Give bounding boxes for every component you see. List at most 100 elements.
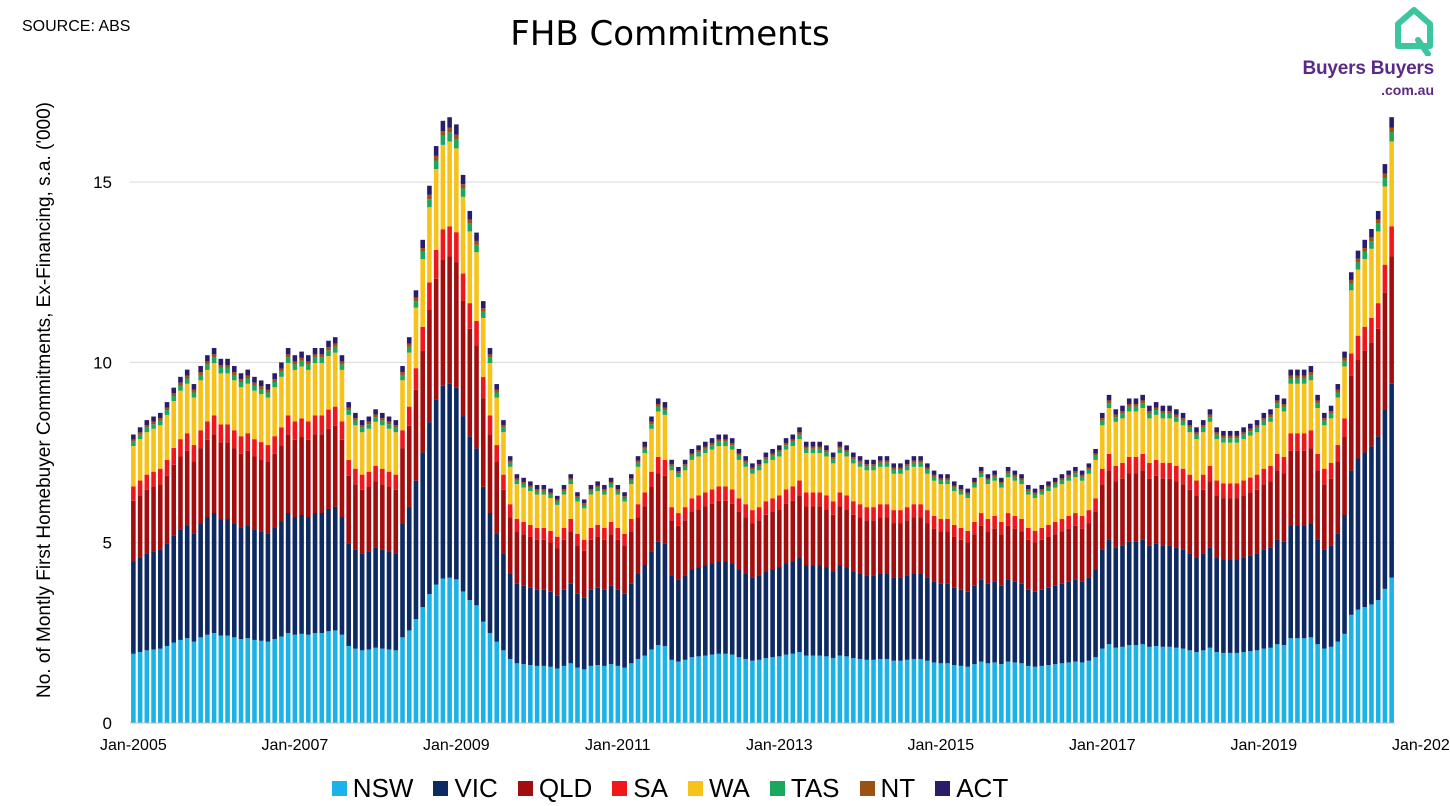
bar-segment-qld bbox=[1348, 375, 1354, 471]
bar-segment-sa bbox=[1160, 462, 1166, 479]
bar-segment-qld bbox=[1052, 534, 1058, 586]
bar-segment-qld bbox=[1194, 495, 1199, 558]
bar-segment-qld bbox=[790, 500, 796, 562]
bar-segment-tas bbox=[1093, 455, 1098, 460]
bar-segment-act bbox=[1288, 369, 1293, 376]
bar-segment-qld bbox=[904, 520, 910, 576]
bar-segment-nsw bbox=[824, 656, 829, 723]
bar-segment-act bbox=[1019, 474, 1024, 479]
bar-segment-sa bbox=[285, 415, 291, 435]
bar-segment-wa bbox=[474, 252, 479, 321]
bar-segment-nt bbox=[629, 478, 634, 481]
bar-segment-act bbox=[958, 485, 964, 490]
bar-segment-act bbox=[911, 456, 917, 461]
bar-segment-nt bbox=[729, 442, 735, 446]
bar-segment-vic bbox=[393, 553, 399, 651]
bar-segment-nt bbox=[1039, 489, 1045, 491]
bar-segment-nt bbox=[696, 450, 701, 453]
bar-segment-qld bbox=[528, 536, 533, 588]
bar-segment-vic bbox=[460, 416, 466, 592]
bar-segment-act bbox=[1100, 412, 1105, 419]
bar-segment-nsw bbox=[413, 619, 419, 723]
bar-segment-nsw bbox=[925, 660, 930, 723]
bar-segment-tas bbox=[877, 462, 883, 467]
bar-segment-wa bbox=[265, 397, 271, 446]
bar-segment-nsw bbox=[521, 664, 526, 723]
bar-segment-act bbox=[602, 485, 607, 490]
bar-segment-nt bbox=[1160, 411, 1166, 414]
bar-segment-act bbox=[427, 185, 432, 195]
bar-segment-sa bbox=[312, 415, 318, 435]
bar-segment-nt bbox=[851, 457, 856, 460]
bar-segment-act bbox=[1153, 402, 1159, 408]
bar-segment-vic bbox=[339, 517, 345, 635]
bar-segment-vic bbox=[965, 591, 971, 667]
bar-segment-tas bbox=[669, 466, 674, 471]
bar-segment-nt bbox=[595, 485, 600, 488]
bar-segment-act bbox=[339, 355, 345, 362]
bar-segment-vic bbox=[655, 541, 661, 646]
bar-segment-wa bbox=[649, 428, 654, 472]
bar-segment-qld bbox=[157, 484, 163, 550]
bar-segment-vic bbox=[245, 525, 251, 639]
bar-segment-vic bbox=[1274, 539, 1280, 645]
bar-segment-nsw bbox=[252, 639, 257, 723]
bar-segment-nsw bbox=[662, 645, 668, 723]
bar-segment-qld bbox=[285, 434, 291, 513]
bar-segment-vic bbox=[729, 563, 735, 655]
bar-segment-nt bbox=[871, 464, 876, 467]
bar-segment-act bbox=[1126, 398, 1132, 404]
bar-segment-qld bbox=[306, 439, 311, 518]
bar-segment-wa bbox=[1100, 425, 1105, 469]
bar-segment-vic bbox=[258, 531, 264, 641]
bar-segment-qld bbox=[864, 520, 870, 576]
bar-segment-qld bbox=[211, 434, 217, 513]
bar-segment-tas bbox=[299, 360, 304, 367]
bar-segment-vic bbox=[1355, 458, 1361, 610]
bar-segment-nt bbox=[1180, 418, 1186, 421]
bar-segment-sa bbox=[703, 492, 708, 507]
bar-segment-wa bbox=[1200, 432, 1206, 475]
bar-segment-wa bbox=[1012, 480, 1018, 517]
bar-segment-nsw bbox=[756, 659, 762, 723]
bar-segment-act bbox=[588, 485, 594, 490]
bar-segment-nt bbox=[1052, 481, 1058, 484]
bar-segment-sa bbox=[561, 527, 567, 540]
bar-segment-tas bbox=[978, 473, 984, 478]
bar-segment-sa bbox=[716, 486, 722, 501]
bar-segment-wa bbox=[460, 196, 466, 274]
bar-segment-wa bbox=[487, 362, 493, 416]
bar-segment-tas bbox=[413, 301, 419, 308]
bar-segment-nt bbox=[279, 368, 284, 372]
bar-segment-sa bbox=[1301, 433, 1307, 451]
bar-segment-sa bbox=[965, 530, 971, 543]
bar-segment-vic bbox=[602, 589, 607, 666]
bar-segment-sa bbox=[925, 510, 930, 524]
bar-segment-vic bbox=[191, 533, 197, 642]
bar-segment-act bbox=[1194, 427, 1199, 433]
bar-segment-qld bbox=[803, 506, 809, 566]
bar-segment-qld bbox=[400, 448, 405, 524]
bar-segment-nt bbox=[1301, 375, 1307, 379]
bar-segment-qld bbox=[252, 456, 257, 530]
bar-segment-nt bbox=[689, 453, 695, 456]
bar-segment-qld bbox=[568, 531, 574, 584]
bar-segment-qld bbox=[386, 487, 392, 552]
bar-segment-qld bbox=[689, 511, 695, 570]
bar-segment-nsw bbox=[1167, 646, 1172, 723]
bar-segment-nsw bbox=[1221, 652, 1226, 723]
bar-segment-wa bbox=[1093, 459, 1098, 499]
bar-segment-nt bbox=[541, 489, 547, 491]
bar-segment-wa bbox=[655, 411, 661, 457]
bar-segment-sa bbox=[447, 226, 452, 257]
bar-segment-wa bbox=[837, 452, 843, 493]
bar-segment-tas bbox=[588, 490, 594, 495]
bar-segment-nsw bbox=[1335, 641, 1341, 723]
bar-segment-nt bbox=[144, 425, 150, 428]
bar-segment-qld bbox=[1315, 470, 1320, 540]
bar-segment-nsw bbox=[279, 636, 284, 723]
bar-segment-act bbox=[467, 210, 473, 220]
bar-segment-qld bbox=[729, 503, 735, 564]
bar-segment-tas bbox=[467, 223, 473, 232]
bar-segment-wa bbox=[400, 380, 405, 431]
